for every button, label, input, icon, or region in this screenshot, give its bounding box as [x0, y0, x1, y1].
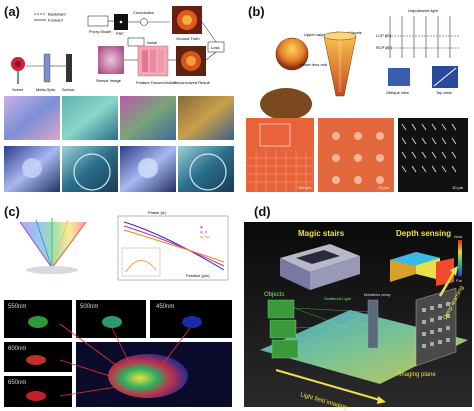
- svg-text:Far: Far: [456, 278, 463, 283]
- phase-inset: [121, 247, 161, 277]
- svg-text:Meta-Optic: Meta-Optic: [36, 87, 56, 92]
- dispersion-cone: [19, 218, 87, 274]
- result-image-3: [120, 96, 176, 140]
- micrograph-orange-1: [246, 118, 314, 192]
- panel-b: (b) Upper calyx unit Corneal facets Lowe…: [240, 0, 474, 196]
- svg-text:Lower lens unit: Lower lens unit: [300, 62, 328, 67]
- oblique-view-block: [388, 68, 410, 86]
- meta-optic: [43, 53, 51, 83]
- svg-text:Near: Near: [454, 234, 463, 239]
- svg-text:Metalens array: Metalens array: [364, 292, 390, 297]
- insect-head: [260, 88, 312, 120]
- svg-text:Position (μm): Position (μm): [186, 273, 210, 278]
- svg-text:10 μm: 10 μm: [378, 185, 390, 190]
- svg-text:φ_d: φ_d: [200, 229, 207, 234]
- svg-text:Noise: Noise: [147, 40, 158, 45]
- depth-colorbar: [458, 240, 462, 276]
- svg-text:Scene: Scene: [12, 87, 24, 92]
- svg-text:Convolution: Convolution: [133, 10, 154, 15]
- depth-map-blocks: [390, 252, 454, 286]
- result-image-2: [62, 96, 118, 140]
- micrograph-bw: [398, 118, 468, 192]
- svg-text:Oblique view: Oblique view: [386, 90, 409, 95]
- phase-curve-3: [123, 229, 225, 263]
- proxy-model-box: [87, 15, 109, 27]
- compound-eye: [276, 38, 308, 70]
- label-600nm: 600nm: [8, 346, 26, 352]
- svg-text:10 μm: 10 μm: [452, 185, 464, 190]
- panel-a: (a) Backward Forward Proxy Model PSF Con…: [0, 0, 236, 196]
- svg-text:Unpolarized light: Unpolarized light: [408, 8, 439, 13]
- scene-flower-icon: [11, 57, 25, 84]
- label-650nm: 650nm: [8, 380, 26, 386]
- svg-text:Proxy Model: Proxy Model: [89, 29, 111, 34]
- panel-c-label: (c): [4, 204, 20, 219]
- objects-stack: [267, 299, 299, 359]
- legend-forward: Forward: [48, 18, 63, 23]
- panel-a-diagram: Backward Forward Proxy Model PSF Convolu…: [4, 6, 234, 192]
- svg-text:Ground Truth: Ground Truth: [176, 36, 200, 41]
- metalens-array: [367, 299, 379, 349]
- result-image-4: [178, 96, 234, 140]
- svg-text:Loss: Loss: [211, 45, 219, 50]
- title-magic-stairs: Magic stairs: [298, 229, 345, 238]
- title-depth-sensing: Depth sensing: [396, 229, 451, 238]
- svg-text:RCP (0°): RCP (0°): [376, 45, 393, 50]
- panel-d-label: (d): [254, 204, 271, 219]
- sensor-block: [66, 54, 72, 82]
- svg-text:φ₁+φ₂: φ₁+φ₂: [200, 234, 211, 239]
- panel-a-label: (a): [4, 4, 20, 19]
- panel-b-label: (b): [248, 4, 265, 19]
- svg-text:PSF: PSF: [116, 31, 124, 36]
- panel-c-diagram: Phase (π) Position (μm) φ φ_d φ₁+φ₂ 550n…: [4, 210, 232, 407]
- convolution-node: [140, 18, 148, 26]
- panel-c: (c) Phase (π) Position (μm): [0, 200, 236, 411]
- panel-b-diagram: Upper calyx unit Corneal facets Lower le…: [246, 8, 468, 192]
- magic-stairs-object: [280, 244, 360, 290]
- label-450nm: 450nm: [156, 304, 174, 310]
- polarization-schematic: [385, 16, 460, 58]
- label-objects: Objects: [264, 292, 284, 298]
- light-field-arrow: [275, 369, 381, 401]
- panel-d-diagram: Magic stairs Depth sensing Near Far Obje…: [244, 222, 472, 411]
- phase-curve-1: [123, 221, 225, 271]
- svg-text:Sensor: Sensor: [62, 87, 75, 92]
- noise-box: [127, 37, 145, 47]
- svg-text:LCP (0°): LCP (0°): [376, 33, 392, 38]
- svg-text:Phase (π): Phase (π): [148, 210, 167, 215]
- svg-text:100 μm: 100 μm: [298, 185, 312, 190]
- micrograph-dots: [332, 132, 384, 184]
- deep-learning-arrow: [438, 271, 456, 297]
- legend-backward: Backward: [48, 12, 66, 17]
- label-imaging-plane: Imaging plane: [398, 372, 436, 378]
- svg-text:Scattered Light: Scattered Light: [324, 296, 352, 301]
- panel-d: (d) Magic stairs Depth sensing: [240, 200, 474, 411]
- svg-text:Feature Deconvolution: Feature Deconvolution: [136, 80, 176, 85]
- result-image-1: [4, 96, 60, 140]
- svg-text:φ: φ: [200, 224, 203, 229]
- svg-text:Top view: Top view: [436, 90, 452, 95]
- svg-text:Upper calyx unit: Upper calyx unit: [304, 32, 334, 37]
- label-550nm: 550nm: [8, 304, 26, 310]
- svg-text:Deconvolved Result: Deconvolved Result: [174, 80, 210, 85]
- svg-text:Sensor Image: Sensor Image: [96, 78, 122, 83]
- label-500nm: 500nm: [80, 304, 98, 310]
- phase-curve-2: [123, 225, 225, 267]
